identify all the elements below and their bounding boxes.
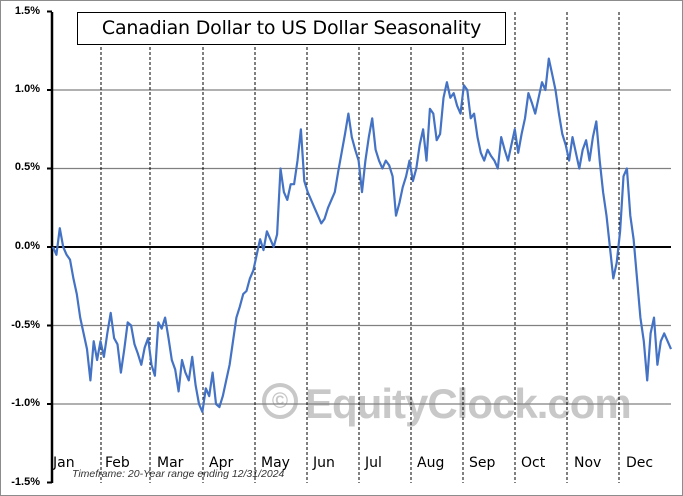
x-label-sep: Sep [469, 455, 496, 471]
x-label-jan: Jan [53, 455, 75, 471]
x-label-feb: Feb [105, 455, 130, 471]
data-line [51, 57, 673, 413]
timeframe-note: Timeframe: 20-Year range ending 12/31/20… [72, 468, 285, 480]
x-label-jul: Jul [365, 455, 382, 471]
y-label: -1.0% [11, 397, 40, 409]
y-label: -1.5% [11, 476, 40, 488]
x-label-apr: Apr [209, 455, 234, 471]
y-label: 0.5% [14, 161, 40, 173]
y-label: -0.5% [11, 319, 40, 331]
y-label: 0.0% [14, 240, 40, 252]
horizontal-gridlines [52, 89, 671, 405]
x-label-oct: Oct [521, 455, 546, 471]
x-label-may: May [261, 455, 290, 471]
copyright-icon: © [262, 383, 298, 419]
x-label-nov: Nov [574, 455, 602, 471]
x-label-mar: Mar [157, 455, 184, 471]
x-label-dec: Dec [626, 455, 654, 471]
x-label-jun: Jun [313, 455, 335, 471]
axis-ticks [47, 10, 52, 484]
x-label-aug: Aug [417, 455, 445, 471]
y-label: 1.5% [14, 5, 40, 17]
chart-title: Canadian Dollar to US Dollar Seasonality [77, 12, 506, 45]
y-label: 1.0% [14, 83, 40, 95]
